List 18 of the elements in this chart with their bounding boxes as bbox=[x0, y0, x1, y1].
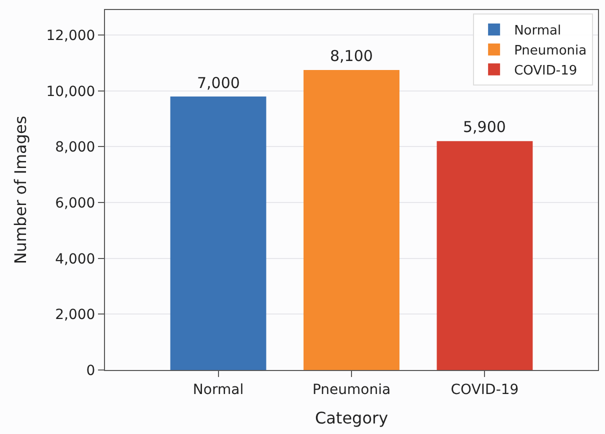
x-tick-label: COVID-19 bbox=[450, 382, 519, 398]
annotation: 8,100 bbox=[330, 47, 373, 65]
y-tick-label: 10,000 bbox=[46, 84, 96, 100]
y-tick-label: 2,000 bbox=[55, 307, 96, 324]
x-tick-label: Normal bbox=[192, 382, 244, 398]
y-axis-title: Number of Images bbox=[11, 116, 30, 264]
y-tick-label: 8,000 bbox=[55, 140, 96, 156]
y-tick-label: 12,000 bbox=[46, 28, 96, 44]
x-tick-label: Pneumonia bbox=[312, 382, 391, 398]
legend-label: COVID-19 bbox=[514, 63, 578, 78]
legend-label: Normal bbox=[514, 24, 562, 39]
x-axis-title: Category bbox=[314, 408, 388, 428]
legend-label: Pneumonia bbox=[514, 44, 587, 59]
y-tick-label: 4,000 bbox=[55, 251, 96, 268]
annotation: 7,000 bbox=[197, 74, 240, 92]
annotation: 5,900 bbox=[463, 118, 506, 136]
y-tick-label: 0 bbox=[86, 362, 96, 379]
y-tick-label: 6,000 bbox=[55, 195, 96, 212]
